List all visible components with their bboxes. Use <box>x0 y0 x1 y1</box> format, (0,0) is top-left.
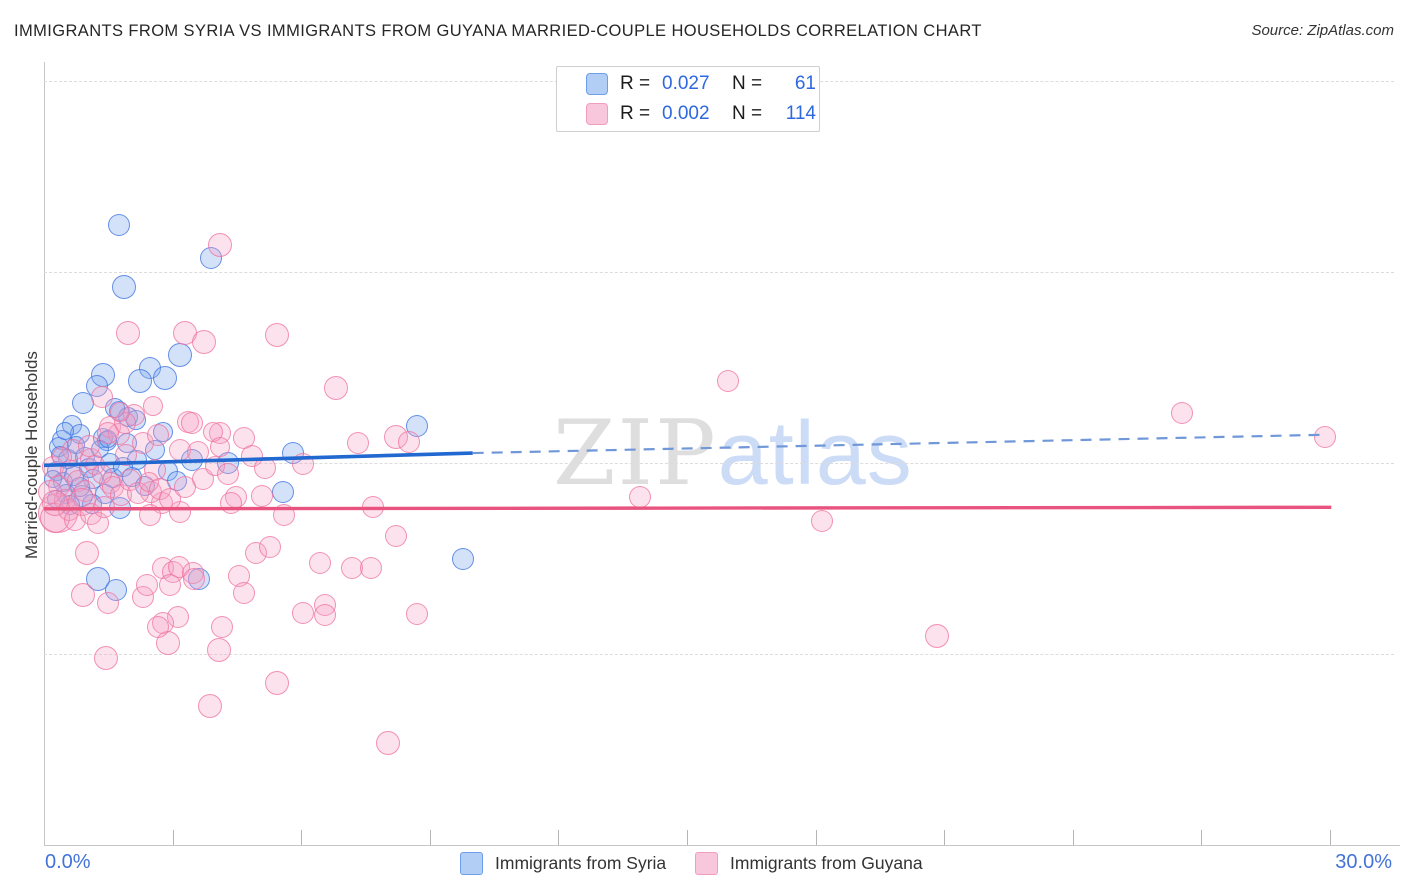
guyana-legend-label: Immigrants from Guyana <box>730 853 923 873</box>
x-tick <box>815 830 817 845</box>
scatter-point-pink <box>159 574 182 597</box>
scatter-point-pink <box>405 603 428 626</box>
scatter-point-pink <box>147 616 170 639</box>
guyana-legend-swatch-icon <box>695 852 718 875</box>
scatter-point-pink <box>811 510 834 533</box>
syria-legend-label: Immigrants from Syria <box>495 853 667 873</box>
source-attribution: Source: ZipAtlas.com <box>1251 22 1394 39</box>
scatter-point-pink <box>291 601 314 624</box>
scatter-point-blue <box>152 366 177 391</box>
gridline-50 <box>44 463 1394 464</box>
scatter-point-pink <box>716 370 739 393</box>
scatter-point-pink <box>219 491 242 514</box>
scatter-point-pink <box>258 536 281 559</box>
gridline-75 <box>44 272 1394 273</box>
scatter-point-pink <box>346 432 369 455</box>
scatter-point-pink <box>210 616 233 639</box>
scatter-point-pink <box>313 604 336 627</box>
zipatlas-watermark: ZIPatlas <box>553 396 913 516</box>
correlation-stats-box: R = 0.027 N = 61 R = 0.002 N = 114 <box>556 66 820 132</box>
syria-swatch-icon <box>586 73 608 95</box>
n-label: N = <box>732 103 763 124</box>
x-tick <box>944 830 946 845</box>
n-value-guyana: 114 <box>785 103 816 124</box>
y-axis-title: Married-couple Households <box>22 351 41 559</box>
watermark-atlas-text: atlas <box>717 404 913 504</box>
x-tick <box>1330 830 1331 845</box>
scatter-point-blue <box>451 548 474 571</box>
scatter-point-pink <box>143 395 164 416</box>
gridline-25 <box>44 654 1394 655</box>
x-tick <box>429 830 431 845</box>
scatter-point-pink <box>116 321 141 346</box>
scatter-point-pink <box>323 376 348 401</box>
scatter-point-pink <box>924 623 949 648</box>
scatter-point-blue <box>108 213 131 236</box>
scatter-point-pink <box>206 638 231 663</box>
r-value-syria: 0.027 <box>662 73 710 94</box>
scatter-point-pink <box>191 330 216 355</box>
scatter-point-pink <box>375 731 400 756</box>
scatter-point-blue <box>272 481 295 504</box>
scatter-point-pink <box>180 412 203 435</box>
scatter-point-pink <box>397 431 420 454</box>
scatter-point-pink <box>384 525 407 548</box>
guyana-swatch-icon <box>586 103 608 125</box>
stats-row-guyana: R = 0.002 N = 114 <box>586 102 819 127</box>
scatter-point-pink <box>233 581 256 604</box>
x-axis-min-label: 0.0% <box>45 851 91 873</box>
scatter-point-pink <box>135 574 158 597</box>
scatter-point-blue <box>112 275 137 300</box>
x-tick <box>687 830 688 845</box>
scatter-point-pink <box>74 541 99 566</box>
scatter-point-pink <box>41 490 68 517</box>
n-label: N = <box>732 73 763 94</box>
scatter-point-pink <box>96 422 119 445</box>
x-tick <box>301 830 303 845</box>
scatter-point-pink <box>197 693 222 718</box>
syria-legend-swatch-icon <box>460 852 483 875</box>
scatter-point-pink <box>147 423 170 446</box>
scatter-point-blue <box>167 343 192 368</box>
x-tick <box>172 830 174 845</box>
legend-item-guyana: Immigrants from Guyana <box>695 852 923 875</box>
y-axis-line <box>44 62 45 845</box>
chart-title: IMMIGRANTS FROM SYRIA VS IMMIGRANTS FROM… <box>14 22 982 40</box>
scatter-point-pink <box>96 591 119 614</box>
x-tick <box>558 830 560 845</box>
scatter-point-pink <box>265 671 290 696</box>
r-label: R = <box>620 73 651 94</box>
scatter-point-pink <box>360 556 383 579</box>
scatter-point-pink <box>208 233 233 258</box>
legend-item-syria: Immigrants from Syria <box>460 852 666 875</box>
x-tick <box>1072 830 1074 845</box>
scatter-point-pink <box>253 456 276 479</box>
scatter-point-pink <box>183 568 206 591</box>
n-value-syria: 61 <box>794 73 816 94</box>
scatter-point-pink <box>362 496 385 519</box>
r-label: R = <box>620 103 651 124</box>
x-axis-max-label: 30.0% <box>1335 851 1392 873</box>
scatter-point-pink <box>1313 426 1336 449</box>
x-axis-line <box>44 845 1400 846</box>
scatter-point-pink <box>94 645 119 670</box>
scatter-point-pink <box>1170 402 1193 425</box>
scatter-point-pink <box>265 322 290 347</box>
scatter-point-pink <box>250 484 273 507</box>
scatter-point-pink <box>291 452 314 475</box>
scatter-point-pink <box>109 401 130 422</box>
scatter-point-pink <box>210 436 231 457</box>
stats-row-syria: R = 0.027 N = 61 <box>586 72 819 97</box>
scatter-point-pink <box>217 463 240 486</box>
scatter-point-pink <box>309 552 332 575</box>
scatter-point-blue <box>55 421 74 440</box>
r-value-guyana: 0.002 <box>662 103 710 124</box>
scatter-point-pink <box>90 386 113 409</box>
scatter-point-pink <box>138 503 161 526</box>
x-tick <box>1201 830 1203 845</box>
scatter-point-blue <box>128 369 153 394</box>
scatter-point-pink <box>273 503 296 526</box>
scatter-point-pink <box>71 583 95 608</box>
